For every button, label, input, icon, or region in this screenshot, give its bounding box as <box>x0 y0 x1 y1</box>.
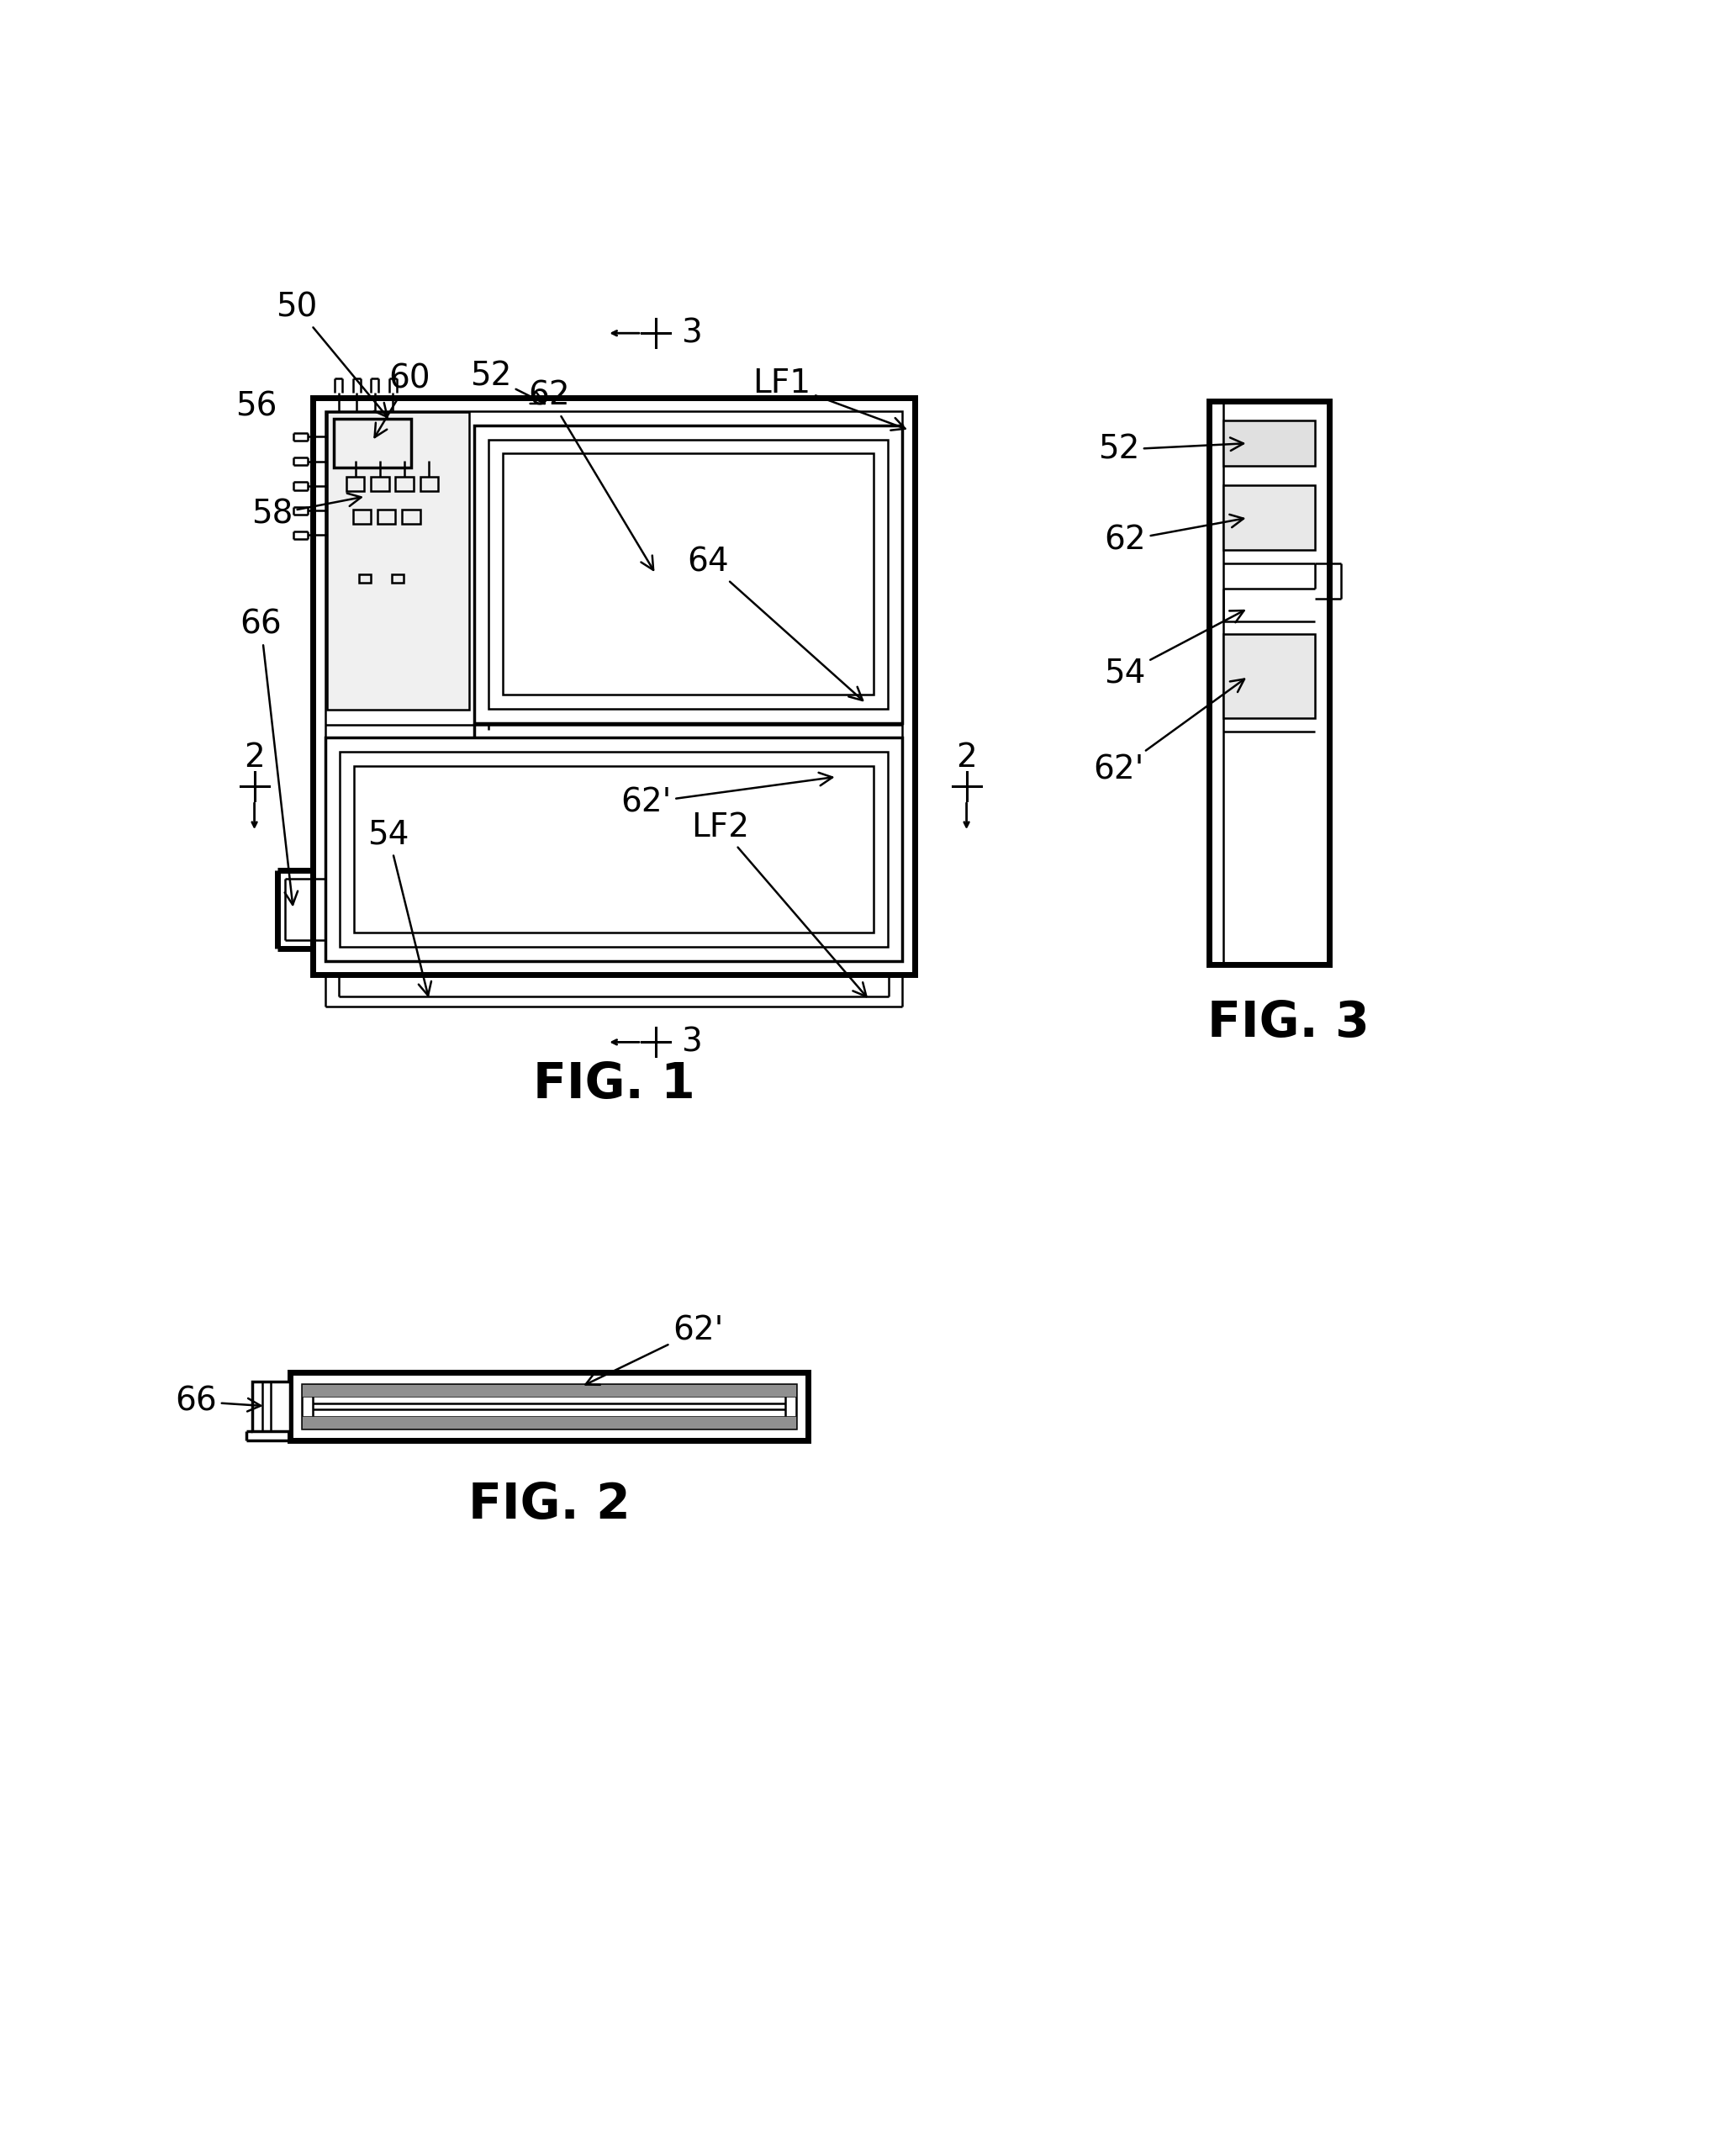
Text: 56: 56 <box>235 390 278 423</box>
Bar <box>1224 485 1314 550</box>
Text: 58: 58 <box>251 494 360 530</box>
Text: 3: 3 <box>681 1026 702 1059</box>
Bar <box>328 412 470 709</box>
Bar <box>1210 401 1330 964</box>
Text: 62': 62' <box>585 1315 722 1384</box>
Bar <box>402 509 420 524</box>
Text: FIG. 1: FIG. 1 <box>532 1061 695 1108</box>
Bar <box>252 1382 290 1432</box>
Bar <box>1224 634 1314 718</box>
Bar <box>378 509 395 524</box>
Text: LF1: LF1 <box>753 367 904 431</box>
Bar <box>302 1384 796 1397</box>
Bar <box>420 476 438 492</box>
Bar <box>503 453 873 694</box>
Bar <box>312 399 915 975</box>
Text: 52: 52 <box>1098 433 1244 466</box>
Text: FIG. 3: FIG. 3 <box>1208 998 1369 1046</box>
Bar <box>326 412 903 962</box>
Bar <box>326 737 903 962</box>
Text: FIG. 2: FIG. 2 <box>468 1481 630 1529</box>
Text: 62': 62' <box>1093 679 1244 787</box>
Text: 2: 2 <box>956 742 976 774</box>
Bar <box>353 765 873 934</box>
Text: 52: 52 <box>470 360 544 403</box>
Text: 60: 60 <box>374 362 431 438</box>
Text: 62': 62' <box>621 772 832 819</box>
Bar <box>395 476 414 492</box>
Text: 2: 2 <box>244 742 264 774</box>
Bar <box>391 573 403 582</box>
Bar <box>489 440 887 709</box>
Text: 66: 66 <box>175 1386 261 1416</box>
Bar <box>347 476 364 492</box>
Bar <box>475 425 903 722</box>
Bar <box>333 418 412 468</box>
Text: 62: 62 <box>529 379 654 569</box>
Bar <box>353 509 371 524</box>
Bar <box>1224 420 1314 466</box>
Text: LF2: LF2 <box>692 811 867 996</box>
Bar <box>302 1384 796 1429</box>
Text: 64: 64 <box>686 545 863 701</box>
Text: 66: 66 <box>240 608 299 906</box>
Bar <box>340 752 887 946</box>
Text: 3: 3 <box>681 317 702 349</box>
Bar <box>312 1395 786 1419</box>
Bar <box>290 1373 808 1440</box>
Text: 54: 54 <box>367 819 431 996</box>
Bar <box>371 476 390 492</box>
Text: 50: 50 <box>276 291 388 416</box>
Text: 54: 54 <box>1105 610 1244 690</box>
Text: 62: 62 <box>1105 515 1244 556</box>
Bar <box>302 1416 796 1429</box>
Bar <box>359 573 371 582</box>
